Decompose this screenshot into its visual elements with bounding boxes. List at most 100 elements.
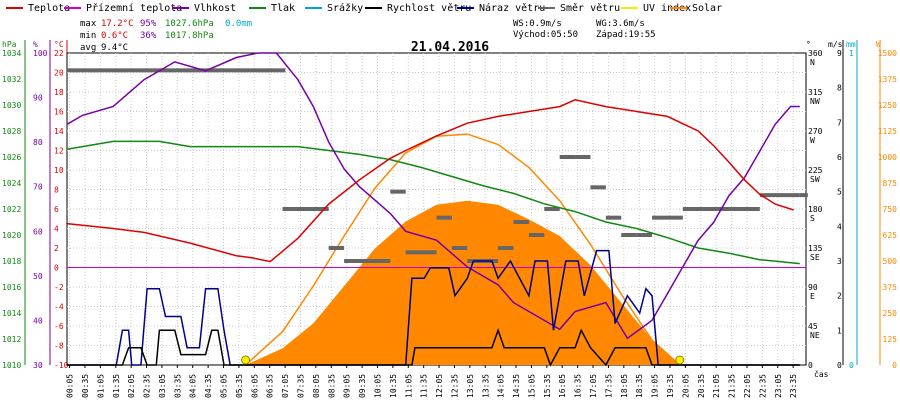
- humidity-axis-tick: 50: [33, 272, 43, 281]
- legend-label: Rychlost větru: [387, 2, 471, 14]
- wind-direction-mark: [621, 233, 637, 237]
- wind-direction-mark: [67, 68, 280, 73]
- pressure-axis-tick: 1022: [2, 205, 21, 214]
- stat-min-press: 1017.8hPa: [165, 31, 214, 41]
- rain-axis-tick: 1: [849, 49, 854, 58]
- temperature-axis-tick: -6: [54, 322, 64, 331]
- wind-direction-mark: [559, 155, 576, 159]
- wind-direction-mark: [652, 215, 683, 220]
- humidity-axis-tick: 100: [33, 49, 48, 58]
- pressure-axis-tick: 1030: [2, 101, 21, 110]
- stats-panel: max 17.2°C 95% 1027.6hPa 0.0mm min 0.6°C…: [80, 19, 656, 53]
- pressure-axis-tick: 1010: [2, 361, 21, 370]
- direction-axis-compass: SW: [810, 175, 820, 184]
- legend-label: Náraz větru: [479, 2, 545, 14]
- solar-axis-tick: 1125: [878, 127, 897, 136]
- direction-axis-compass: E: [810, 292, 815, 301]
- wind-direction-mark: [605, 215, 622, 220]
- right-axes: °360N315NW270W225SW180S135SE90E45NE0m/s9…: [806, 40, 897, 370]
- x-tick-label: 15:05: [527, 374, 536, 398]
- wind-axis-unit: m/s: [828, 40, 843, 49]
- wind-direction-mark: [544, 207, 560, 211]
- pressure-axis-tick: 1016: [2, 283, 21, 292]
- x-tick-label: 03:35: [173, 374, 182, 398]
- stat-avg-temp: 9.4°C: [101, 43, 128, 53]
- x-tick-label: 21:35: [728, 374, 737, 398]
- x-tick-label: 10:05: [373, 374, 382, 398]
- x-tick-label: 14:05: [497, 374, 506, 398]
- temperature-axis-tick: 2: [54, 244, 59, 253]
- direction-axis-tick: 360: [808, 49, 823, 58]
- x-tick-label: 20:05: [681, 374, 690, 398]
- direction-axis-tick: 225: [808, 166, 823, 175]
- solar-axis-tick: 500: [883, 257, 898, 266]
- wind-direction-mark: [759, 193, 800, 198]
- temperature-axis-tick: 12: [54, 147, 64, 156]
- temperature-axis-tick: -10: [54, 361, 69, 370]
- x-axis-unit-label: čas: [814, 369, 829, 379]
- info-sunset: Západ:19:55: [596, 30, 656, 40]
- info-ws: WS:0.9m/s: [513, 19, 562, 29]
- temperature-axis-tick: 4: [54, 225, 59, 234]
- wind-axis-tick: 0: [837, 361, 842, 370]
- direction-axis-tick: 180: [808, 205, 823, 214]
- legend: Teplota Přízemní teplota Vlhkost Tlak Srážky…: [6, 2, 722, 14]
- x-tick-label: 23:05: [774, 374, 783, 398]
- wind-axis-tick: 4: [837, 222, 842, 231]
- solar-axis-tick: 375: [883, 283, 898, 292]
- rain-axis-tick: 0: [849, 361, 854, 370]
- direction-axis-unit: °: [806, 40, 811, 49]
- wind-direction-mark: [436, 215, 452, 220]
- x-tick-label: 16:05: [558, 374, 567, 398]
- wind-direction-mark: [451, 246, 468, 250]
- left-axes: hPa1034103210301028102610241022102010181…: [2, 40, 69, 370]
- info-sunrise: Východ:05:50: [513, 30, 578, 40]
- humidity-axis-tick: 40: [33, 316, 43, 325]
- humidity-axis-tick: 80: [33, 138, 43, 147]
- wind-axis-tick: 9: [837, 49, 842, 58]
- wind-axis-tick: 7: [837, 118, 842, 127]
- temperature-axis-tick: 8: [54, 186, 59, 195]
- x-tick-label: 01:05: [96, 374, 105, 398]
- x-tick-label: 04:35: [204, 374, 213, 398]
- stat-min-temp: 0.6°C: [101, 31, 128, 41]
- solar-axis-tick: 750: [883, 205, 898, 214]
- plot-area: [66, 52, 808, 367]
- x-tick-label: 19:35: [666, 374, 675, 398]
- x-tick-label: 22:35: [758, 374, 767, 398]
- x-tick-label: 05:35: [235, 374, 244, 398]
- direction-axis-tick: 135: [808, 244, 823, 253]
- series-wind-speed: [67, 328, 800, 367]
- stat-max-rain: 0.0mm: [225, 19, 252, 29]
- solar-axis-tick: 250: [883, 309, 898, 318]
- x-tick-label: 08:35: [327, 374, 336, 398]
- x-tick-label: 03:05: [158, 374, 167, 398]
- solar-axis-tick: 1000: [878, 153, 897, 162]
- wind-axis-tick: 3: [837, 257, 842, 266]
- rain-axis-unit: mm: [846, 40, 856, 49]
- direction-axis-tick: 90: [808, 283, 818, 292]
- x-tick-label: 05:05: [220, 374, 229, 398]
- chart-title: 21.04.2016: [411, 40, 489, 55]
- x-tick-label: 07:35: [297, 374, 306, 398]
- legend-label: Srážky: [327, 2, 363, 14]
- direction-axis-compass: NE: [810, 331, 820, 340]
- pressure-axis-tick: 1014: [2, 309, 21, 318]
- x-tick-label: 09:05: [343, 374, 352, 398]
- wind-axis-tick: 5: [837, 188, 842, 197]
- x-tick-label: 12:05: [435, 374, 444, 398]
- x-tick-label: 01:35: [112, 374, 121, 398]
- solar-axis-tick: 625: [883, 231, 898, 240]
- x-tick-label: 00:35: [81, 374, 90, 398]
- temperature-axis-tick: 14: [54, 127, 64, 136]
- wind-axis-tick: 1: [837, 326, 842, 335]
- temperature-axis-tick: 20: [54, 69, 64, 78]
- temperature-axis-tick: 6: [54, 205, 59, 214]
- stat-max-label: max: [80, 19, 97, 29]
- pressure-axis-tick: 1012: [2, 335, 21, 344]
- temperature-axis-tick: -4: [54, 303, 64, 312]
- x-tick-label: 00:05: [66, 374, 75, 398]
- x-tick-label: 14:35: [512, 374, 521, 398]
- x-tick-label: 12:35: [450, 374, 459, 398]
